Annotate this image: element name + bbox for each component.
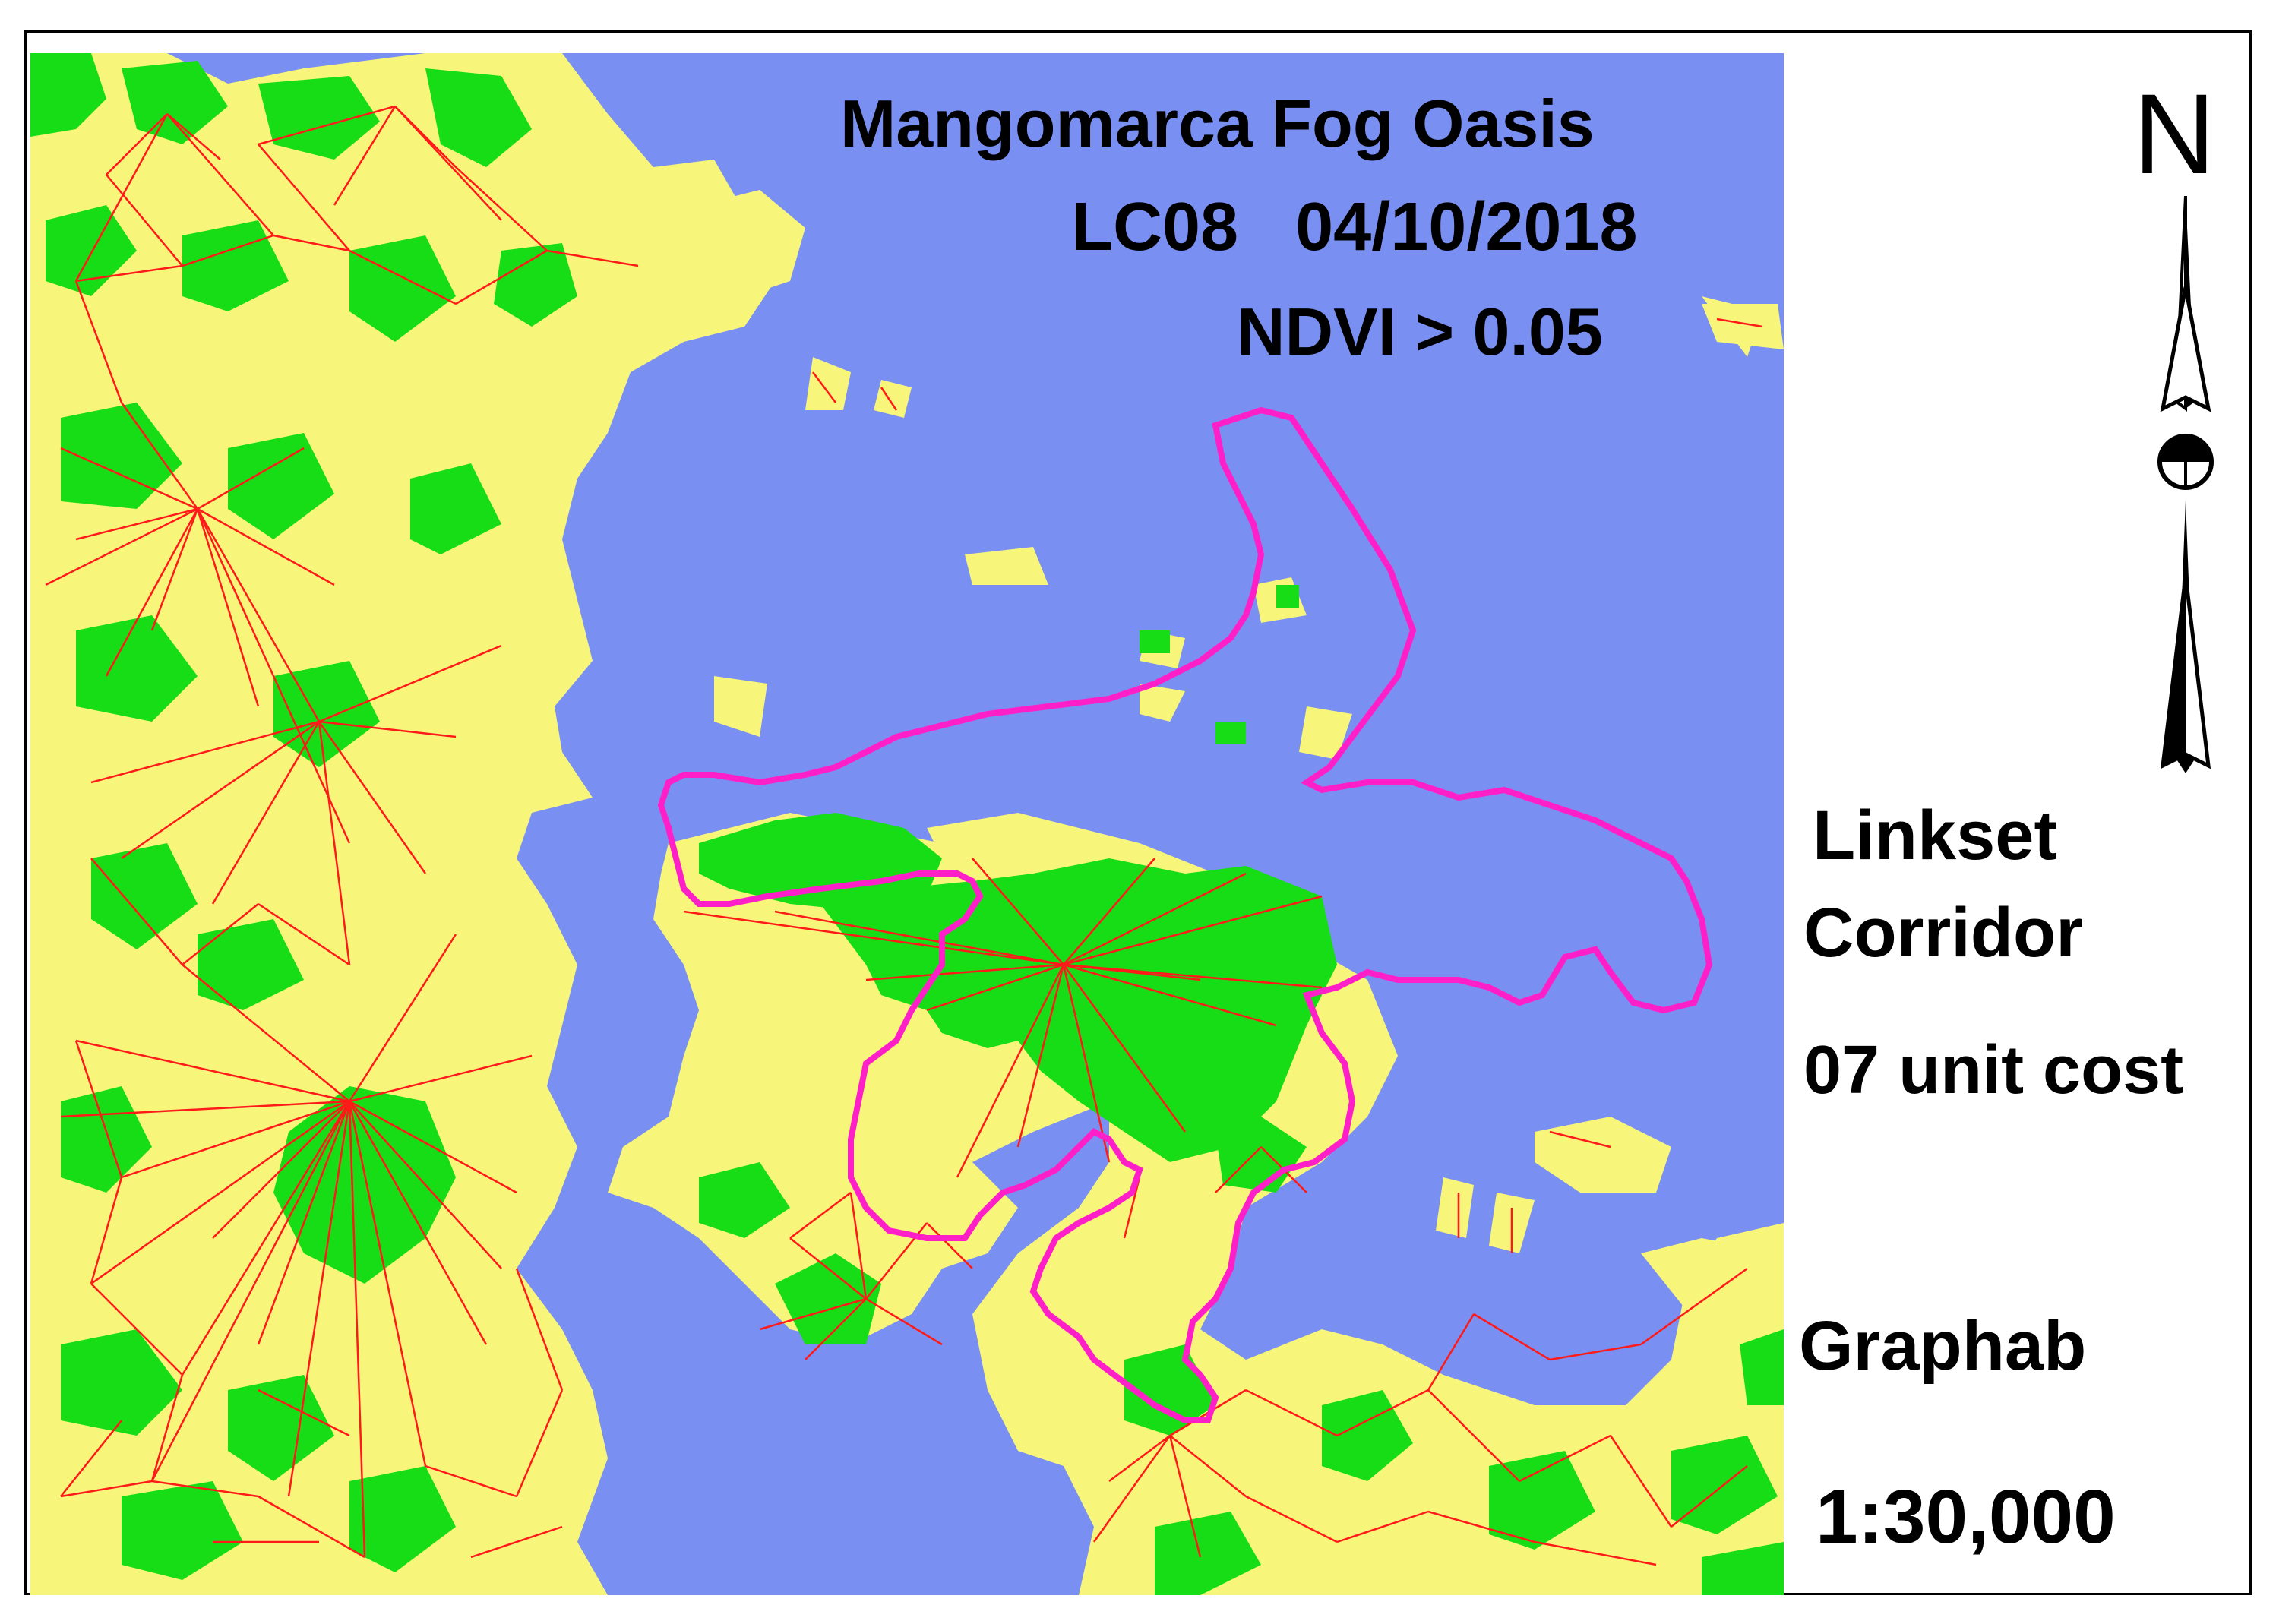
north-letter: N xyxy=(2133,70,2216,197)
north-arrow-icon xyxy=(2157,196,2214,773)
vegetation-patches xyxy=(30,53,1784,1595)
legend-unit-cost: 07 unit cost xyxy=(1803,1032,2184,1108)
legend-software: Graphab xyxy=(1799,1307,2087,1385)
map-scale: 1:30,000 xyxy=(1816,1474,2116,1559)
legend-corridor: Corridor xyxy=(1803,894,2083,972)
map-canvas xyxy=(30,53,1784,1595)
map-title: Mangomarca Fog Oasis xyxy=(840,86,1595,161)
ndvi-threshold: NDVI > 0.05 xyxy=(1237,294,1603,369)
oasis-boundary xyxy=(657,406,1713,1423)
legend-linkset: Linkset xyxy=(1813,797,2058,874)
sensor-date: LC08 04/10/2018 xyxy=(1071,189,1638,265)
